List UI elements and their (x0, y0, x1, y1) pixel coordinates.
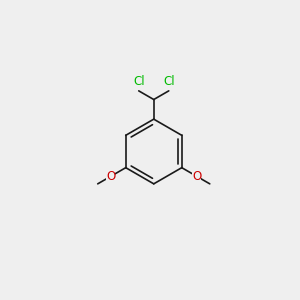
Text: Cl: Cl (163, 75, 175, 88)
Text: Cl: Cl (133, 75, 145, 88)
Text: O: O (106, 170, 116, 183)
Text: O: O (192, 170, 201, 183)
